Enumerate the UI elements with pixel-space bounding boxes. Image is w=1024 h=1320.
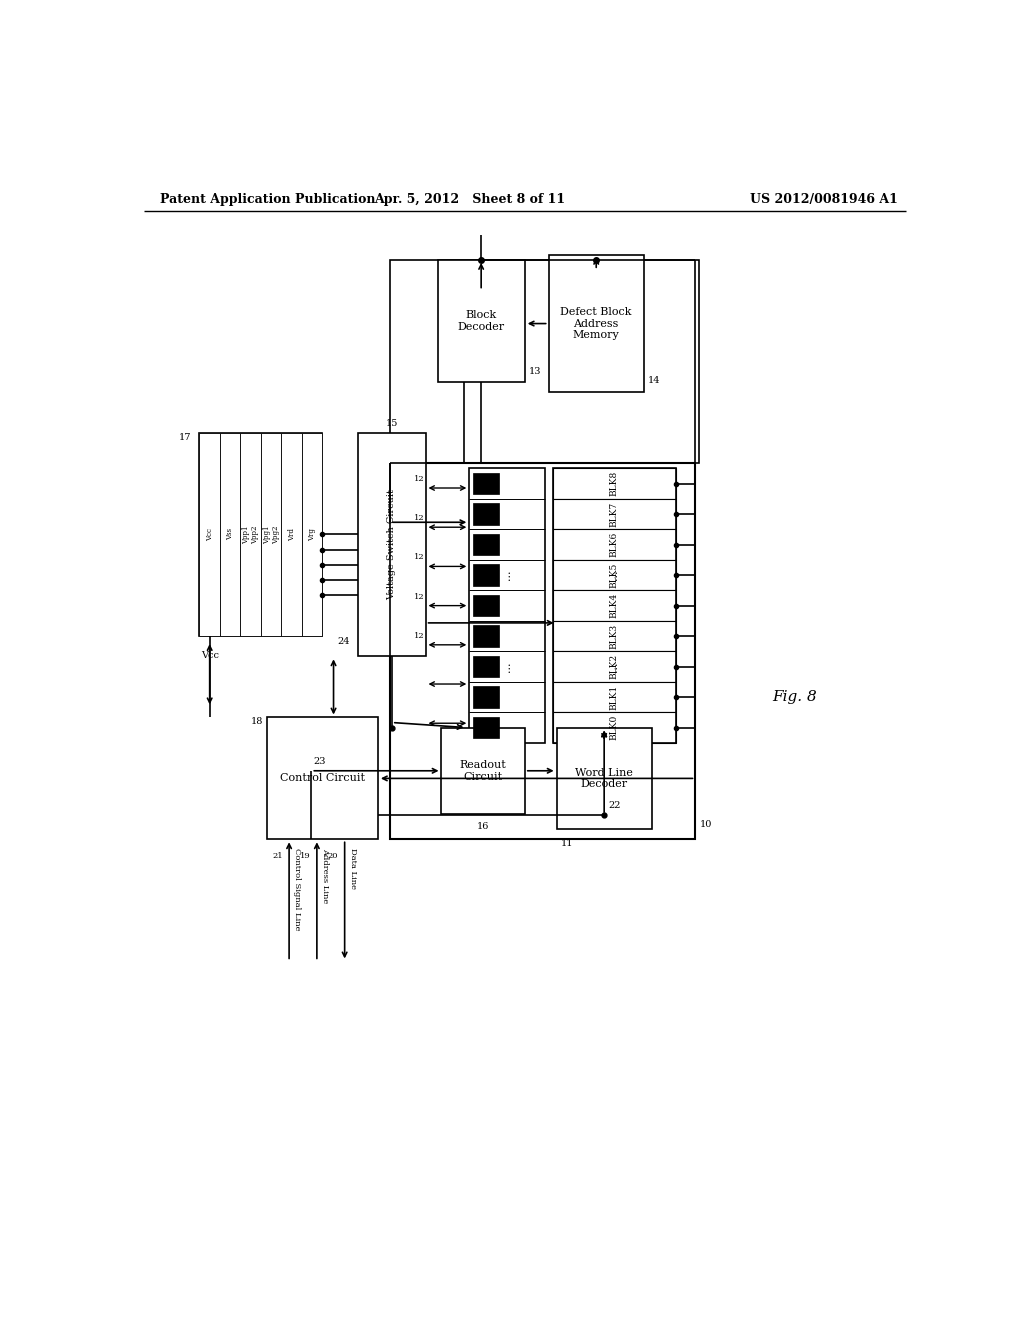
Bar: [553, 620, 676, 651]
Bar: [473, 535, 500, 556]
Text: 15: 15: [386, 418, 398, 428]
Text: 23: 23: [313, 756, 327, 766]
Text: ...: ...: [502, 661, 512, 672]
Text: BLK5: BLK5: [609, 562, 618, 587]
Text: BLK1: BLK1: [609, 685, 618, 710]
Bar: [473, 717, 500, 738]
Text: Control Circuit: Control Circuit: [280, 774, 365, 783]
Bar: [473, 503, 500, 525]
Text: BLK8: BLK8: [609, 471, 618, 496]
Bar: [553, 499, 676, 529]
Text: Vcc: Vcc: [201, 651, 219, 660]
Text: Word Line
Decoder: Word Line Decoder: [575, 768, 633, 789]
Text: 12: 12: [414, 553, 424, 561]
Text: BLK6: BLK6: [609, 532, 618, 557]
Bar: [473, 565, 500, 586]
Text: Vcc: Vcc: [206, 528, 214, 541]
Bar: [553, 469, 676, 499]
Bar: [553, 529, 676, 560]
Text: 18: 18: [251, 718, 263, 726]
Text: Apr. 5, 2012   Sheet 8 of 11: Apr. 5, 2012 Sheet 8 of 11: [374, 193, 565, 206]
Bar: [390, 463, 695, 840]
Bar: [473, 656, 500, 677]
Text: BLK0: BLK0: [609, 715, 618, 741]
Text: Vss: Vss: [226, 528, 234, 540]
Text: Vpg1
Vpg2: Vpg1 Vpg2: [262, 525, 280, 544]
Bar: [267, 718, 378, 840]
Text: 12: 12: [414, 475, 424, 483]
Bar: [553, 560, 676, 590]
Text: Vrg: Vrg: [308, 528, 316, 541]
Bar: [241, 433, 261, 636]
Bar: [437, 260, 524, 381]
Text: Vpp1
Vpp2: Vpp1 Vpp2: [242, 525, 259, 544]
Bar: [473, 595, 500, 616]
Bar: [200, 433, 323, 636]
Text: BLK3: BLK3: [609, 623, 618, 648]
Text: 16: 16: [477, 822, 489, 832]
Text: Voltage Switch Circuit: Voltage Switch Circuit: [387, 490, 396, 601]
Text: Address Line: Address Line: [321, 847, 329, 903]
Bar: [553, 469, 676, 743]
Bar: [220, 433, 241, 636]
Text: 19: 19: [300, 851, 310, 859]
Bar: [200, 433, 220, 636]
Bar: [441, 727, 525, 814]
Bar: [390, 260, 699, 463]
Bar: [549, 255, 644, 392]
Text: Defect Block
Address
Memory: Defect Block Address Memory: [560, 308, 632, 341]
Text: ...: ...: [609, 661, 620, 672]
Text: 14: 14: [648, 376, 660, 385]
Text: Block
Decoder: Block Decoder: [458, 310, 505, 331]
Bar: [469, 469, 545, 743]
Text: BLK7: BLK7: [609, 502, 618, 527]
Bar: [553, 682, 676, 713]
Text: US 2012/0081946 A1: US 2012/0081946 A1: [750, 193, 898, 206]
Bar: [282, 433, 302, 636]
Text: 13: 13: [528, 367, 542, 376]
Text: ...: ...: [609, 570, 620, 581]
Bar: [553, 651, 676, 682]
Bar: [557, 727, 652, 829]
Text: 11: 11: [560, 840, 573, 849]
Text: 10: 10: [699, 820, 712, 829]
Bar: [358, 433, 426, 656]
Bar: [473, 626, 500, 647]
Bar: [473, 473, 500, 494]
Text: 21: 21: [272, 851, 283, 859]
Text: ...: ...: [502, 570, 512, 581]
Text: Readout
Circuit: Readout Circuit: [460, 760, 507, 781]
Bar: [553, 590, 676, 620]
Text: 12: 12: [414, 632, 424, 640]
Text: Patent Application Publication: Patent Application Publication: [160, 193, 375, 206]
Bar: [473, 686, 500, 708]
Text: 24: 24: [338, 638, 350, 647]
Text: BLK2: BLK2: [609, 653, 618, 680]
Text: 20: 20: [328, 851, 338, 859]
Text: 12: 12: [414, 593, 424, 601]
Text: Control Signal Line: Control Signal Line: [293, 847, 301, 931]
Text: Voltage Generation Circuit: Voltage Generation Circuit: [256, 469, 265, 601]
Bar: [302, 433, 323, 636]
Text: 22: 22: [608, 801, 621, 810]
Text: BLK4: BLK4: [609, 593, 618, 618]
Text: Vrd: Vrd: [288, 528, 296, 541]
Text: 17: 17: [179, 433, 191, 442]
Bar: [553, 713, 676, 743]
Text: Fig. 8: Fig. 8: [772, 690, 817, 704]
Text: 12: 12: [414, 513, 424, 523]
Text: Data Line: Data Line: [348, 847, 356, 888]
Bar: [261, 433, 282, 636]
